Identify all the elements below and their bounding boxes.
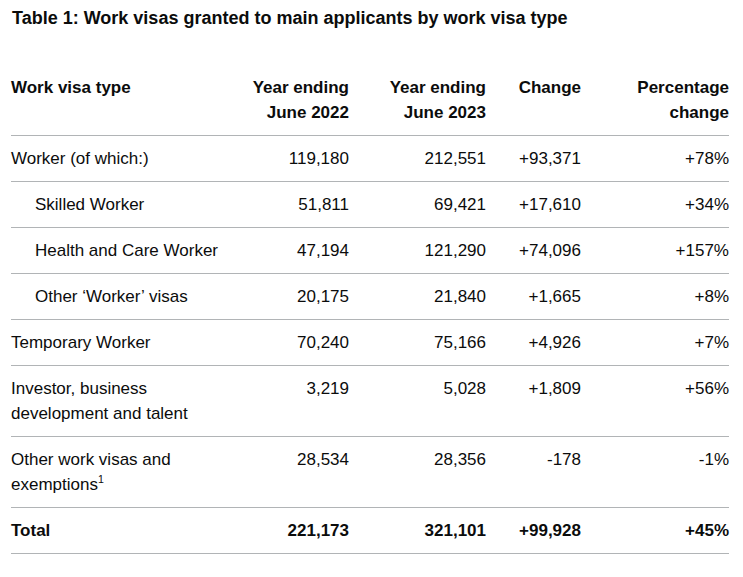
value-ye2023: 28,356 [349,437,486,508]
value-percentage-change: +8% [581,274,729,320]
value-change: +1,809 [486,366,581,437]
column-header-change: Change [486,65,581,136]
value-percentage-change: +56% [581,366,729,437]
value-ye2022: 3,219 [221,366,349,437]
value-ye2023: 5,028 [349,366,486,437]
value-ye2023: 75,166 [349,320,486,366]
value-change: +99,928 [486,508,581,554]
row-label-text: Other work visas and exemptions [11,450,171,494]
table-header: Work visa type Year ending June 2022 Yea… [11,65,729,136]
value-percentage-change: +45% [581,508,729,554]
row-label: Other ‘Worker’ visas [11,274,221,320]
value-ye2022: 28,534 [221,437,349,508]
table-row-temporary-worker: Temporary Worker 70,240 75,166 +4,926 +7… [11,320,729,366]
row-label: Worker (of which:) [11,136,221,182]
statistics-page: Table 1: Work visas granted to main appl… [0,0,743,554]
table-title: Table 1: Work visas granted to main appl… [12,6,729,31]
work-visas-table: Work visa type Year ending June 2022 Yea… [11,65,729,554]
value-ye2022: 70,240 [221,320,349,366]
column-header-work-visa-type: Work visa type [11,65,221,136]
column-header-year-ending-june-2023: Year ending June 2023 [349,65,486,136]
row-label-text: Worker (of which:) [11,149,149,168]
value-change: +93,371 [486,136,581,182]
column-header-year-ending-june-2022: Year ending June 2022 [221,65,349,136]
value-percentage-change: +157% [581,228,729,274]
value-ye2022: 119,180 [221,136,349,182]
value-ye2023: 212,551 [349,136,486,182]
value-percentage-change: +7% [581,320,729,366]
value-change: +4,926 [486,320,581,366]
value-ye2023: 21,840 [349,274,486,320]
row-label-text: Skilled Worker [35,195,144,214]
table-body: Worker (of which:) 119,180 212,551 +93,3… [11,136,729,554]
value-percentage-change: +78% [581,136,729,182]
header-row: Work visa type Year ending June 2022 Yea… [11,65,729,136]
value-ye2022: 221,173 [221,508,349,554]
value-ye2023: 321,101 [349,508,486,554]
column-header-percentage-change: Percentage change [581,65,729,136]
row-label-text: Temporary Worker [11,333,151,352]
row-label: Health and Care Worker [11,228,221,274]
table-row-other-worker-visas: Other ‘Worker’ visas 20,175 21,840 +1,66… [11,274,729,320]
value-percentage-change: +34% [581,182,729,228]
row-label: Investor, business development and talen… [11,366,221,437]
table-row-worker: Worker (of which:) 119,180 212,551 +93,3… [11,136,729,182]
row-label: Other work visas and exemptions1 [11,437,221,508]
row-label: Temporary Worker [11,320,221,366]
value-change: +17,610 [486,182,581,228]
row-label-text: Health and Care Worker [35,241,218,260]
table-row-other-work-visas-exemptions: Other work visas and exemptions1 28,534 … [11,437,729,508]
value-change: +1,665 [486,274,581,320]
value-ye2022: 47,194 [221,228,349,274]
row-label: Skilled Worker [11,182,221,228]
value-ye2023: 69,421 [349,182,486,228]
row-label: Total [11,508,221,554]
value-change: -178 [486,437,581,508]
table-row-health-and-care-worker: Health and Care Worker 47,194 121,290 +7… [11,228,729,274]
table-row-total: Total 221,173 321,101 +99,928 +45% [11,508,729,554]
table-row-skilled-worker: Skilled Worker 51,811 69,421 +17,610 +34… [11,182,729,228]
table-row-investor-business-development-talent: Investor, business development and talen… [11,366,729,437]
value-percentage-change: -1% [581,437,729,508]
value-change: +74,096 [486,228,581,274]
value-ye2023: 121,290 [349,228,486,274]
row-label-text: Total [11,521,50,540]
footnote-marker: 1 [98,473,104,485]
row-label-text: Other ‘Worker’ visas [35,287,188,306]
value-ye2022: 20,175 [221,274,349,320]
value-ye2022: 51,811 [221,182,349,228]
row-label-text: Investor, business development and talen… [11,379,188,423]
